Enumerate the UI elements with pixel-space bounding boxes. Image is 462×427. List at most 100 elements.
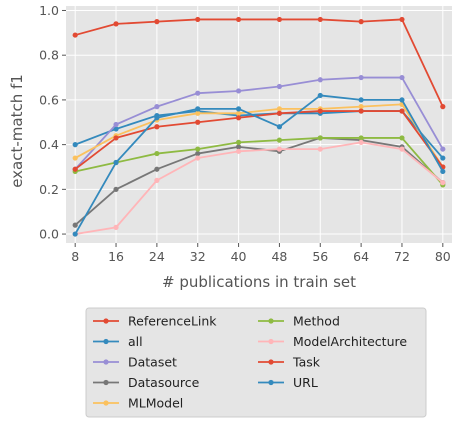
legend-swatch-marker xyxy=(268,339,273,344)
legend-label: URL xyxy=(293,375,318,390)
data-point xyxy=(277,84,282,89)
x-tick-label: 80 xyxy=(435,249,451,264)
data-point xyxy=(399,17,404,22)
data-point xyxy=(113,21,118,26)
data-point xyxy=(359,135,364,140)
x-tick-label: 8 xyxy=(71,249,79,264)
legend-swatch-marker xyxy=(268,380,273,385)
data-point xyxy=(440,146,445,151)
data-point xyxy=(440,169,445,174)
data-point xyxy=(318,17,323,22)
data-point xyxy=(73,155,78,160)
data-point xyxy=(236,88,241,93)
data-point xyxy=(195,151,200,156)
legend-label: MLModel xyxy=(128,396,183,411)
data-point xyxy=(73,231,78,236)
x-tick-label: 40 xyxy=(231,249,247,264)
data-point xyxy=(318,135,323,140)
x-tick-label: 56 xyxy=(312,249,328,264)
y-tick-label: 0.0 xyxy=(39,227,59,242)
data-point xyxy=(113,122,118,127)
data-point xyxy=(195,106,200,111)
legend-swatch-marker xyxy=(103,359,108,364)
data-point xyxy=(195,91,200,96)
data-point xyxy=(359,104,364,109)
legend-label: Task xyxy=(292,355,321,370)
x-tick-label: 24 xyxy=(149,249,165,264)
legend-swatch-marker xyxy=(103,400,108,405)
x-tick-label: 72 xyxy=(394,249,410,264)
data-point xyxy=(113,160,118,165)
legend-label: Datasource xyxy=(128,375,200,390)
y-tick-label: 1.0 xyxy=(39,3,59,18)
data-point xyxy=(195,111,200,116)
data-point xyxy=(440,104,445,109)
data-point xyxy=(154,167,159,172)
data-point xyxy=(359,75,364,80)
x-tick-label: 16 xyxy=(108,249,124,264)
data-point xyxy=(359,97,364,102)
data-point xyxy=(399,135,404,140)
legend-swatch-marker xyxy=(268,359,273,364)
legend-swatch-marker xyxy=(268,318,273,323)
data-point xyxy=(236,111,241,116)
data-point xyxy=(154,115,159,120)
legend-label: Method xyxy=(293,314,340,329)
data-point xyxy=(73,223,78,228)
legend-swatch-marker xyxy=(103,318,108,323)
data-point xyxy=(73,142,78,147)
data-point xyxy=(195,17,200,22)
data-point xyxy=(277,111,282,116)
legend-label: Dataset xyxy=(128,355,177,370)
x-tick-label: 64 xyxy=(353,249,369,264)
data-point xyxy=(318,93,323,98)
data-point xyxy=(236,106,241,111)
legend-label: ReferenceLink xyxy=(128,314,217,329)
data-point xyxy=(277,138,282,143)
legend: ReferenceLink all Dataset Datasource MLModel… xyxy=(86,308,426,417)
data-point xyxy=(236,149,241,154)
data-point xyxy=(318,146,323,151)
data-point xyxy=(236,115,241,120)
y-tick-labels: 0.0 0.2 0.4 0.6 0.8 1.0 xyxy=(39,3,66,242)
legend-label: all xyxy=(128,334,143,349)
y-tick-label: 0.4 xyxy=(39,137,59,152)
data-point xyxy=(154,19,159,24)
data-point xyxy=(277,146,282,151)
y-tick-label: 0.6 xyxy=(39,92,59,107)
legend-swatch-marker xyxy=(103,339,108,344)
data-point xyxy=(195,120,200,125)
data-point xyxy=(359,19,364,24)
data-point xyxy=(359,140,364,145)
data-point xyxy=(440,180,445,185)
data-point xyxy=(73,32,78,37)
data-point xyxy=(399,108,404,113)
data-point xyxy=(154,124,159,129)
data-point xyxy=(318,108,323,113)
data-point xyxy=(236,144,241,149)
legend-label: ModelArchitecture xyxy=(293,334,407,349)
legend-swatch-marker xyxy=(103,380,108,385)
y-axis-label: exact-match f1 xyxy=(8,74,26,188)
data-point xyxy=(359,108,364,113)
data-point xyxy=(277,17,282,22)
data-point xyxy=(154,178,159,183)
data-point xyxy=(195,155,200,160)
x-tick-label: 48 xyxy=(271,249,287,264)
data-point xyxy=(236,140,241,145)
data-point xyxy=(113,187,118,192)
data-point xyxy=(399,97,404,102)
data-point xyxy=(113,135,118,140)
data-point xyxy=(154,151,159,156)
data-point xyxy=(440,155,445,160)
x-tick-labels: 8 16 24 32 40 48 56 64 72 80 xyxy=(71,243,451,264)
x-axis-label: # publications in train set xyxy=(162,273,356,291)
data-point xyxy=(73,167,78,172)
data-point xyxy=(154,104,159,109)
y-tick-label: 0.2 xyxy=(39,182,59,197)
data-point xyxy=(277,106,282,111)
data-point xyxy=(277,124,282,129)
plot-area xyxy=(66,6,452,243)
x-tick-label: 32 xyxy=(190,249,206,264)
y-tick-label: 0.8 xyxy=(39,48,59,63)
